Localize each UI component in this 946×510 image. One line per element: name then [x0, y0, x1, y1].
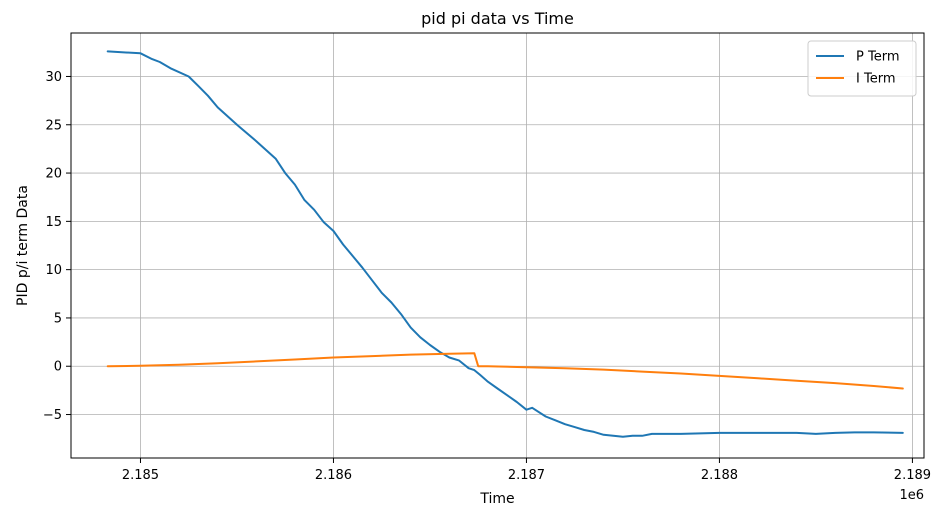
- y-tick-label: 30: [45, 70, 62, 85]
- x-tick-label: 2.186: [315, 468, 352, 483]
- x-axis-offset-label: 1e6: [899, 488, 924, 503]
- series-layer: [106, 50, 904, 438]
- y-tick-label: 5: [54, 311, 62, 326]
- y-tick-label: 20: [45, 167, 62, 182]
- x-tick-label: 2.189: [894, 468, 931, 483]
- grid: [71, 33, 924, 458]
- plot-frame: [70, 32, 925, 459]
- y-axis: −5 0 5 10 15 20 25 30: [43, 70, 71, 423]
- y-tick-label: 25: [45, 118, 62, 133]
- series-line-i-term: [106, 352, 904, 390]
- y-tick-label: 0: [54, 360, 62, 375]
- x-axis-label: Time: [479, 491, 514, 507]
- y-tick-label: −5: [43, 408, 62, 423]
- legend: P Term I Term: [807, 40, 917, 97]
- x-axis: 2.185 2.186 2.187 2.188 2.189: [122, 458, 931, 483]
- x-tick-label: 2.187: [508, 468, 545, 483]
- y-axis-label: PID p/i term Data: [15, 185, 31, 306]
- series-line-p-term: [106, 50, 904, 438]
- x-tick-label: 2.188: [701, 468, 738, 483]
- legend-entry-label: I Term: [856, 72, 895, 87]
- legend-entry-label: P Term: [856, 50, 899, 65]
- y-tick-label: 15: [45, 215, 62, 230]
- y-tick-label: 10: [45, 263, 62, 278]
- chart-title: pid pi data vs Time: [421, 9, 574, 28]
- legend-box: [807, 40, 917, 97]
- x-tick-label: 2.185: [122, 468, 159, 483]
